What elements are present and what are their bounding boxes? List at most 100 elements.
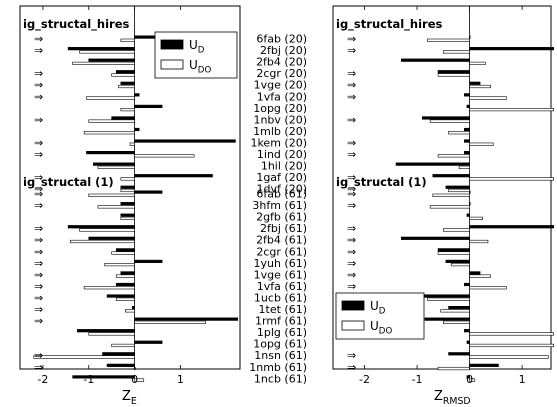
legend-label-ud: UD — [370, 299, 386, 317]
bar-ud-hires-3 — [437, 70, 470, 74]
bar-ud-hires-0 — [469, 35, 471, 39]
bar-udo-s1-3 — [79, 228, 135, 232]
bar-ud-hires-4 — [120, 81, 135, 85]
bar-ud-s1-10 — [448, 305, 470, 310]
bar-ud-hires-7 — [111, 116, 135, 120]
group-title: ig_structal_hires — [23, 17, 129, 32]
structure-label: 1kem (20) — [250, 136, 307, 149]
bar-ud-s1-14 — [448, 352, 470, 356]
bar-udo-s1-15 — [437, 366, 470, 371]
bar-ud-hires-9 — [134, 139, 236, 143]
bar-ud-s1-9 — [422, 294, 470, 298]
bar-udo-hires-12 — [120, 177, 135, 181]
bar-ud-s1-1 — [469, 202, 471, 206]
bar-ud-hires-3 — [115, 70, 135, 74]
arrow-marker: ⇒ — [34, 136, 43, 149]
structure-label: 1ucb (61) — [254, 291, 307, 304]
bar-udo-s1-2 — [469, 216, 484, 221]
bar-ud-hires-6 — [134, 104, 163, 108]
arrow-marker: ⇒ — [34, 67, 43, 80]
arrow-marker: ⇒ — [347, 257, 356, 270]
bar-ud-hires-8 — [134, 127, 140, 132]
arrow-marker: ⇒ — [34, 234, 43, 247]
legend-label-udo: UDO — [189, 58, 211, 76]
bar-udo-s1-0 — [432, 193, 470, 197]
bar-udo-s1-8 — [83, 286, 135, 290]
structure-label: 1vge (61) — [254, 268, 307, 281]
bar-udo-s1-7 — [115, 274, 135, 278]
arrow-marker: ⇒ — [347, 171, 356, 184]
bar-udo-hires-10 — [134, 154, 195, 158]
bar-udo-hires-6 — [469, 108, 554, 112]
bar-udo-hires-3 — [437, 73, 470, 77]
group-title: ig_structal_hires — [336, 17, 442, 32]
bar-ud-hires-8 — [464, 127, 470, 132]
structure-label: 2gfb (61) — [256, 211, 307, 224]
arrow-marker: ⇒ — [34, 113, 43, 126]
bar-ud-hires-2 — [400, 58, 470, 62]
bar-udo-hires-9 — [129, 142, 135, 146]
bar-udo-s1-13 — [469, 343, 554, 348]
arrow-marker: ⇒ — [347, 245, 356, 258]
bar-udo-hires-2 — [469, 61, 486, 65]
bar-ud-hires-2 — [88, 58, 135, 62]
structure-label: 2fbj (20) — [260, 44, 307, 57]
arrow-marker: ⇒ — [34, 171, 43, 184]
group-title: ig_structal (1) — [336, 175, 427, 190]
bar-ud-hires-10 — [464, 151, 470, 155]
bar-udo-hires-3 — [111, 73, 135, 77]
legend-swatch-udo — [160, 59, 184, 70]
arrow-marker: ⇒ — [347, 67, 356, 80]
bar-udo-s1-7 — [469, 274, 491, 278]
structure-label: 1nsn (61) — [254, 349, 307, 362]
arrow-marker: ⇒ — [34, 188, 43, 201]
x-tick-label: 1 — [519, 373, 526, 386]
bar-ud-s1-4 — [88, 236, 135, 240]
arrow-marker: ⇒ — [347, 280, 356, 293]
bar-ud-s1-1 — [120, 202, 135, 206]
bar-ud-s1-11 — [424, 317, 470, 321]
bar-udo-s1-1 — [429, 205, 470, 209]
bar-udo-hires-13 — [448, 188, 470, 193]
arrow-marker: ⇒ — [347, 188, 356, 201]
bar-ud-s1-5 — [437, 248, 470, 252]
arrow-marker: ⇒ — [347, 113, 356, 126]
bar-udo-hires-11 — [97, 165, 135, 169]
bar-udo-hires-11 — [458, 165, 470, 169]
bar-ud-s1-15 — [469, 363, 499, 367]
arrow-marker: ⇒ — [347, 234, 356, 247]
bar-udo-s1-4 — [469, 239, 489, 244]
arrow-marker: ⇒ — [347, 183, 356, 196]
structure-label: 6fab (20) — [256, 33, 307, 46]
panel-z-rmsd: ⇒⇒⇒⇒⇒⇒⇒⇒⇒⇒⇒⇒⇒⇒⇒⇒⇒⇒⇒⇒⇒⇒⇒ig_structal_hires… — [332, 5, 554, 407]
bar-udo-s1-14 — [33, 355, 135, 359]
group-title: ig_structal (1) — [23, 175, 114, 190]
structure-label: 1nbv (20) — [253, 113, 307, 126]
structure-label: 1mlb (20) — [253, 125, 307, 138]
bar-ud-hires-7 — [422, 116, 470, 120]
bar-udo-s1-5 — [111, 251, 135, 255]
x-tick-label: -2 — [37, 373, 48, 386]
bar-ud-hires-6 — [466, 104, 470, 108]
structure-label: 1rmf (61) — [255, 315, 307, 328]
structure-label: 1nmb (61) — [249, 361, 307, 374]
bar-ud-hires-9 — [464, 139, 470, 143]
bar-ud-s1-8 — [115, 282, 135, 287]
arrow-marker: ⇒ — [347, 136, 356, 149]
legend-swatch-ud — [160, 39, 184, 50]
arrow-marker: ⇒ — [34, 257, 43, 270]
bar-udo-hires-1 — [443, 50, 470, 54]
bar-udo-s1-10 — [125, 309, 135, 313]
bar-ud-s1-3 — [469, 225, 554, 229]
bar-ud-s1-2 — [120, 213, 135, 217]
structure-label: 1ind (20) — [257, 148, 307, 161]
x-tick-label: -1 — [412, 373, 423, 386]
bar-ud-hires-10 — [86, 151, 135, 155]
structure-label: 3hfm (61) — [252, 199, 307, 212]
arrow-marker: ⇒ — [34, 280, 43, 293]
arrow-marker: ⇒ — [347, 268, 356, 281]
bar-udo-hires-5 — [86, 96, 135, 100]
x-tick-label: 0 — [131, 373, 138, 386]
bar-ud-s1-4 — [400, 236, 470, 240]
x-tick-label: -1 — [83, 373, 94, 386]
